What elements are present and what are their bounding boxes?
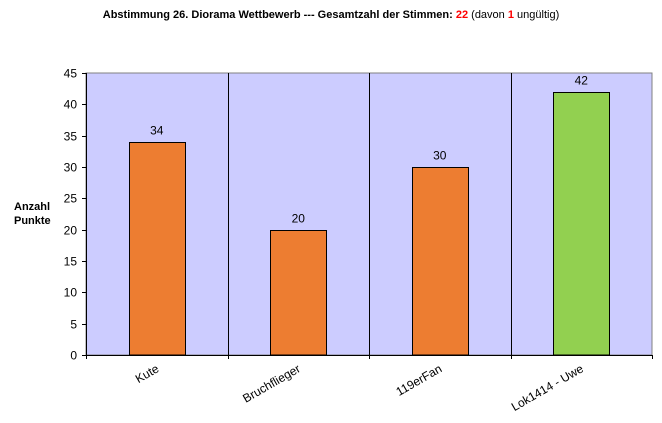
chart-title: Abstimmung 26. Diorama Wettbewerb --- Ge… xyxy=(102,9,560,21)
data-label: 42 xyxy=(575,74,589,88)
x-tick-label: Lok1414 - Uwe xyxy=(509,361,586,414)
bar xyxy=(553,92,610,356)
y-tick-label: 15 xyxy=(64,255,78,269)
y-axis-label: Anzahl Punkte xyxy=(14,201,51,227)
x-tick-label: 119erFan xyxy=(394,361,445,398)
y-tick-label: 20 xyxy=(64,224,78,238)
y-tick-label: 0 xyxy=(70,349,77,363)
y-tick-label: 40 xyxy=(64,98,78,112)
y-tick-label: 45 xyxy=(64,67,78,81)
invalid-count: 1 xyxy=(507,9,514,21)
y-tick-label: 5 xyxy=(70,318,77,332)
total-votes: 22 xyxy=(455,9,469,21)
y-tick-label: 30 xyxy=(64,161,78,175)
data-label: 34 xyxy=(150,124,164,138)
y-tick-label: 35 xyxy=(64,130,78,144)
x-tick-label: Kute xyxy=(133,361,162,386)
y-tick-label: 25 xyxy=(64,192,78,206)
bar xyxy=(129,142,186,356)
y-tick-label: 10 xyxy=(64,286,78,300)
bar xyxy=(270,230,327,356)
bar xyxy=(412,167,469,356)
data-label: 20 xyxy=(292,212,306,226)
data-label: 30 xyxy=(433,149,447,163)
x-tick-label: Bruchflieger xyxy=(240,361,302,405)
